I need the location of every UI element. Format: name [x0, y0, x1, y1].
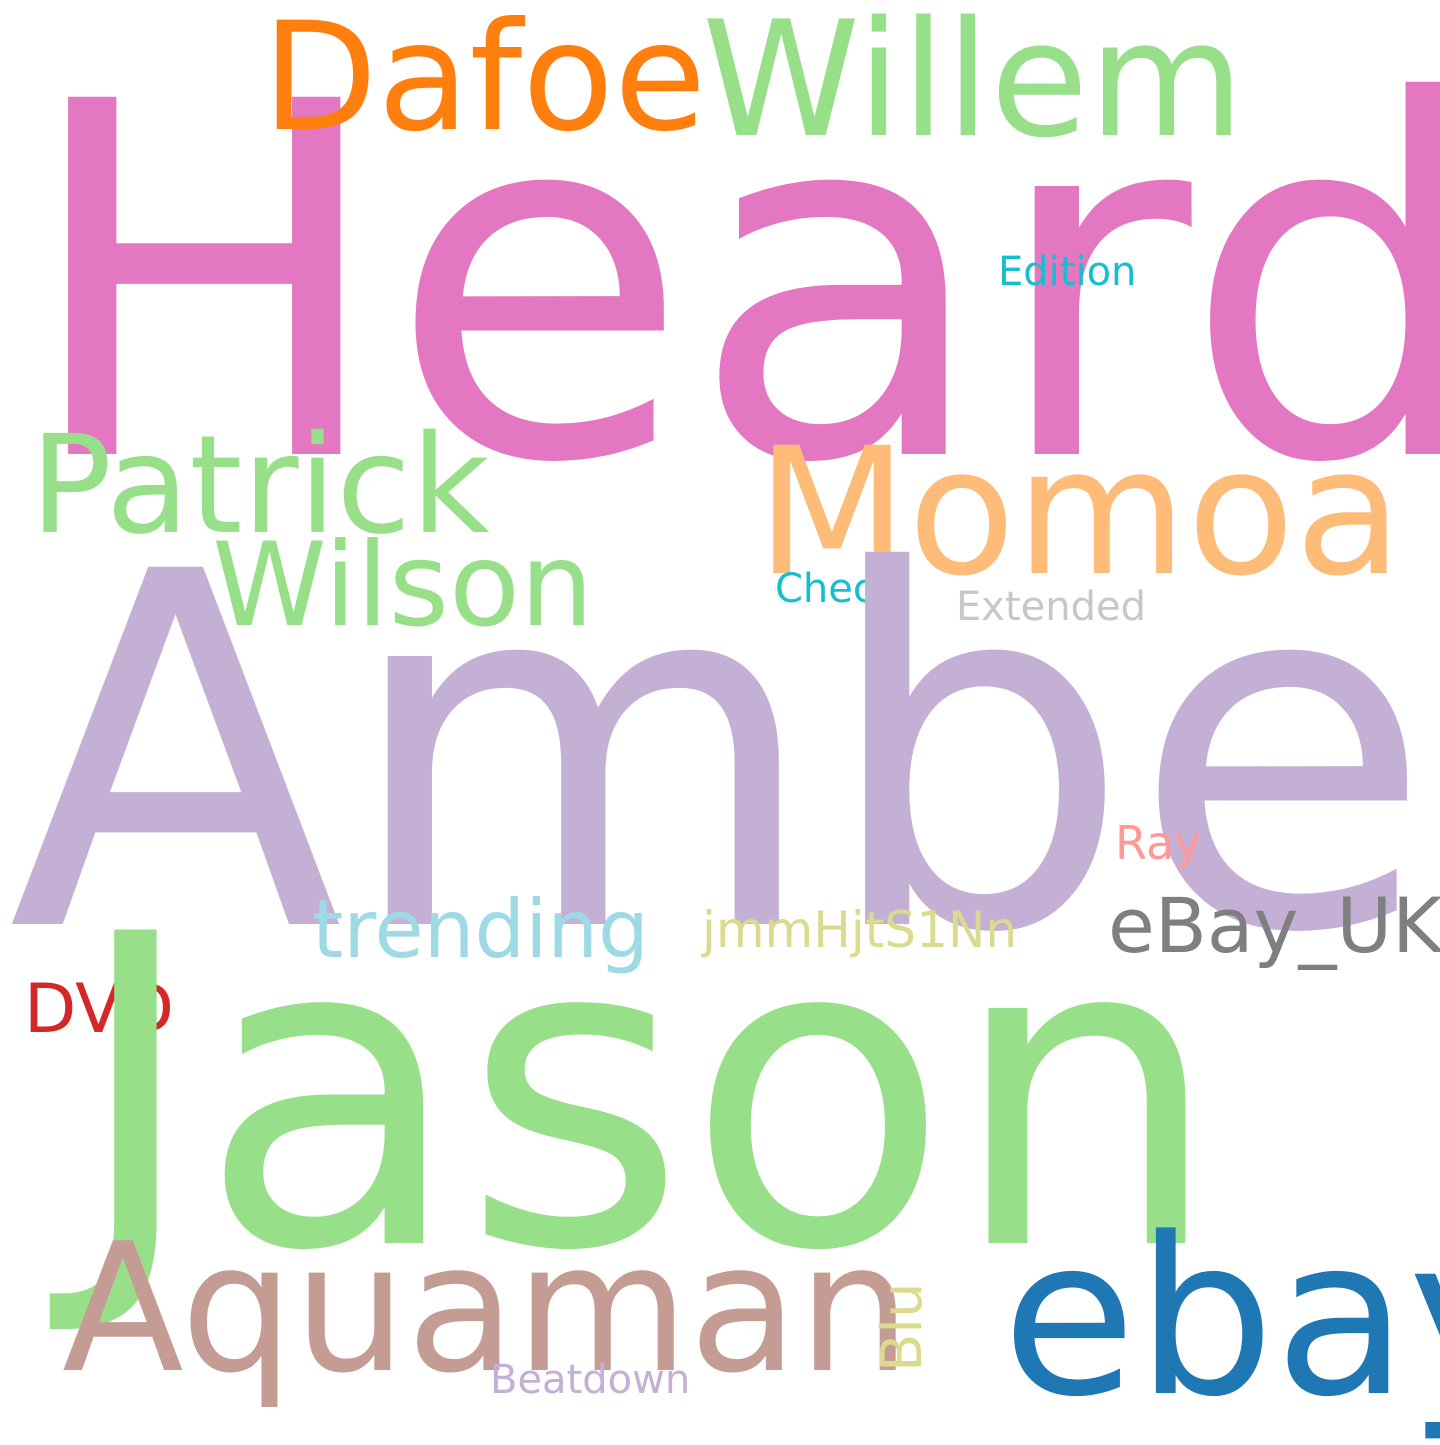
word-blu: Blu	[870, 1282, 935, 1372]
word-ray: Ray	[1115, 816, 1202, 870]
word-amber: Amber	[8, 469, 1440, 1040]
word-beatdown: Beatdown	[490, 1357, 691, 1403]
word-check: Check	[775, 566, 899, 612]
word-willem: Willem	[702, 0, 1245, 173]
word-dafoe: Dafoe	[262, 0, 707, 165]
word-extended: Extended	[956, 584, 1146, 630]
word-ebay: ebay	[1002, 1192, 1440, 1445]
word-wilson: Wilson	[212, 518, 594, 653]
word-momoa: Momoa	[756, 410, 1403, 615]
word-patrick: Patrick	[30, 407, 490, 565]
word-dvd: DVD	[24, 970, 175, 1049]
word-ebay-uk: eBay_UK	[1108, 881, 1440, 970]
word-edition: Edition	[998, 249, 1137, 295]
word-jason: Jason	[72, 845, 1222, 1345]
word-jmmhjts1nn: jmmHjtS1Nn	[702, 901, 1018, 959]
word-heard: Heard	[20, 0, 1440, 570]
word-aquaman: Aquaman	[62, 1205, 911, 1412]
word-trending: trending	[312, 883, 649, 976]
